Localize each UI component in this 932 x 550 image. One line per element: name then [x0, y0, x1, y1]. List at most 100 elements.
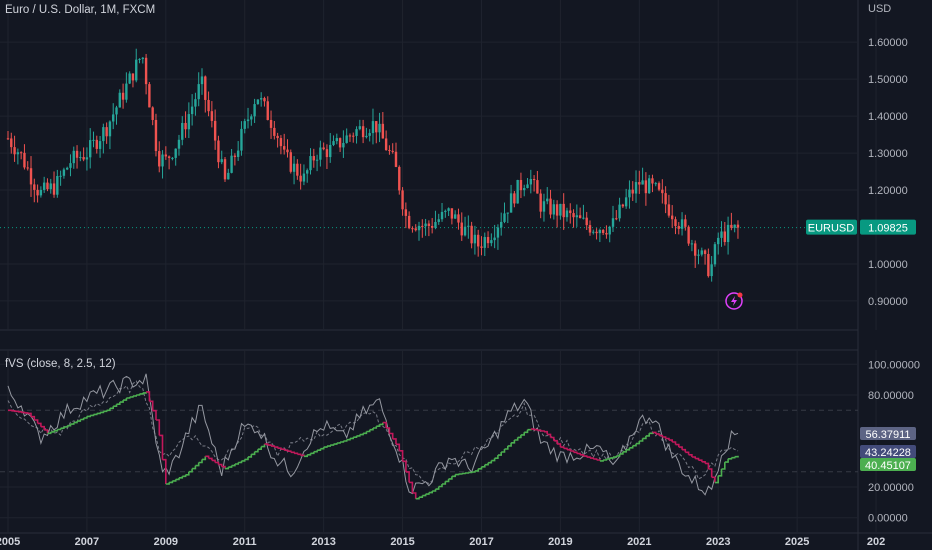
candle-body [657, 183, 661, 190]
candle-body [174, 148, 177, 158]
candle-body [371, 121, 375, 134]
candle-body [509, 193, 513, 213]
candle-body [453, 214, 457, 219]
fvs-step-segment [156, 419, 161, 436]
fvs-step-segment [405, 471, 410, 483]
fvs-step-segment [17, 411, 22, 413]
candle-body [95, 139, 98, 149]
candle-body [315, 159, 319, 161]
candle-body [171, 157, 174, 159]
candle-body [440, 211, 444, 220]
candle-body [710, 264, 713, 277]
candle-body [680, 219, 684, 229]
candle-body [243, 121, 246, 129]
candle-body [555, 204, 559, 216]
candle-body [332, 141, 335, 145]
candle-body [707, 253, 710, 277]
indicator-tick-label: 0.00000 [868, 513, 908, 525]
symbol-label: EURUSD [808, 223, 855, 235]
candle-body [148, 84, 151, 108]
candle-body [661, 189, 664, 194]
year-tick-label: 2023 [706, 536, 730, 548]
fvs-step-segment [606, 458, 611, 460]
currency-label: USD [868, 3, 891, 15]
candle-body [503, 213, 506, 222]
indicator-value-box [860, 458, 916, 471]
fvs-step-segment [152, 409, 157, 420]
candle-body [391, 150, 394, 152]
candle-body [309, 156, 312, 171]
fvs-step-segment [461, 472, 466, 475]
last-price-label: 1.09825 [868, 223, 908, 235]
axes: 1.60000 1.50000 1.40000 1.30000 1.20000 1.000… [0, 3, 920, 548]
candle-body [694, 243, 697, 256]
candle-body [434, 221, 437, 228]
candle-body [296, 163, 299, 176]
candle-body [250, 116, 253, 120]
candle-body [421, 225, 424, 227]
last-price-box [860, 219, 916, 235]
candle-body [381, 123, 385, 139]
candle-body [102, 127, 105, 142]
candle-body [493, 237, 496, 241]
candle-body [352, 135, 355, 137]
candle-body [569, 210, 572, 214]
fvs-step-segment [504, 445, 509, 450]
fvs-step-segment [645, 433, 650, 437]
candle-body [565, 210, 569, 218]
indicator-tick-label: 20.00000 [868, 482, 914, 494]
fvs-step-segment [458, 473, 463, 475]
candle-body [121, 92, 125, 100]
candle-body [82, 157, 85, 160]
candle-body [276, 135, 279, 139]
candle-body [135, 59, 138, 81]
candle-body [361, 126, 365, 138]
fvs-step-segment [261, 444, 266, 448]
fvs-step-segment [188, 468, 193, 473]
fvs-step-segment [412, 492, 417, 499]
candle-body [516, 179, 519, 204]
candle-body [151, 107, 154, 120]
candle-body [572, 213, 575, 218]
candle-body [624, 197, 628, 207]
indicator-value-box [860, 427, 916, 440]
candle-body [500, 221, 503, 228]
candle-body [79, 157, 82, 159]
price-tick-label: 0.90000 [868, 296, 908, 308]
candle-body [506, 212, 509, 214]
candle-body [200, 76, 204, 85]
candle-body [523, 188, 526, 191]
candle-body [437, 219, 440, 222]
fvs-step-segment [21, 411, 26, 414]
candle-body [717, 237, 720, 245]
candle-body [457, 214, 460, 223]
candle-body [486, 237, 490, 244]
fvs-step-segment [507, 442, 512, 447]
candle-body [207, 99, 210, 112]
candle-body [358, 126, 362, 130]
fvs-step-segment [540, 430, 545, 432]
candle-body [684, 219, 687, 227]
fvs-step-segment [708, 468, 713, 478]
candle-body [444, 210, 447, 212]
candle-body [473, 234, 477, 244]
fvs-step-segment [31, 415, 36, 420]
candle-body [404, 209, 408, 216]
candle-body [29, 168, 33, 185]
fvs-step-segment [392, 438, 397, 445]
candle-body [598, 229, 602, 234]
main-chart-title: Euro / U.S. Dollar, 1M, FXCM [5, 4, 156, 16]
candle-body [355, 129, 358, 136]
fvs-step-segment [678, 446, 683, 450]
candle-body [697, 254, 700, 256]
price-candles[interactable] [6, 48, 740, 282]
fvs-indicator-lines[interactable] [7, 373, 739, 500]
candle-body [519, 179, 523, 191]
fvs-step-segment [596, 459, 601, 461]
candle-body [246, 119, 250, 122]
symbol-label-box [806, 219, 857, 235]
candle-body [213, 120, 217, 141]
candle-body [631, 189, 634, 194]
